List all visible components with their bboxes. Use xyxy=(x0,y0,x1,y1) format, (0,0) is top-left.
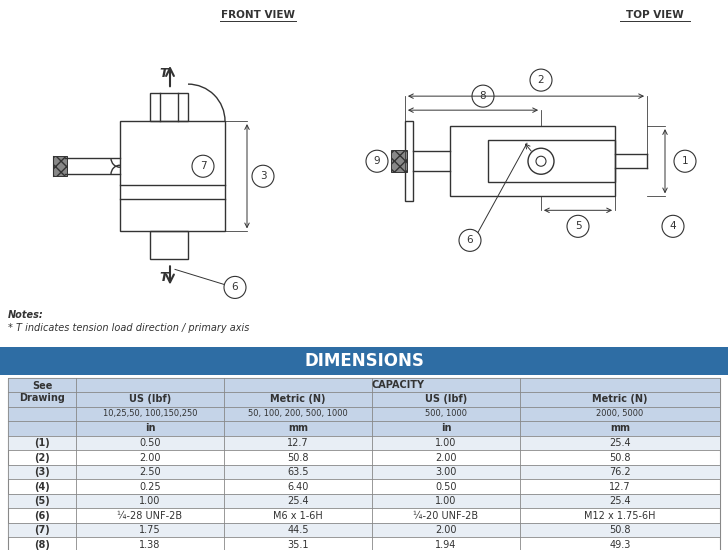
Text: M6 x 1-6H: M6 x 1-6H xyxy=(273,510,323,521)
Bar xyxy=(488,140,615,182)
Text: 1.00: 1.00 xyxy=(435,438,456,448)
Text: CAPACITY: CAPACITY xyxy=(371,380,424,390)
Text: 4: 4 xyxy=(670,221,676,232)
Text: Metric (N): Metric (N) xyxy=(270,394,325,404)
Text: 0.50: 0.50 xyxy=(139,438,161,448)
Text: 3.00: 3.00 xyxy=(435,467,456,477)
Bar xyxy=(8,421,720,436)
Text: 6: 6 xyxy=(232,282,238,293)
Text: DIMENSIONS: DIMENSIONS xyxy=(304,351,424,370)
Text: (5): (5) xyxy=(34,496,50,506)
Bar xyxy=(450,126,615,196)
Text: FRONT VIEW: FRONT VIEW xyxy=(221,10,295,20)
Text: 50.8: 50.8 xyxy=(288,453,309,463)
Text: 2: 2 xyxy=(538,75,545,85)
Text: 0.25: 0.25 xyxy=(139,482,161,492)
Text: mm: mm xyxy=(610,424,630,433)
Text: (8): (8) xyxy=(34,540,50,550)
Text: 1: 1 xyxy=(681,156,688,166)
Bar xyxy=(53,156,67,176)
Text: 63.5: 63.5 xyxy=(288,467,309,477)
Text: 8: 8 xyxy=(480,91,486,101)
Text: 25.4: 25.4 xyxy=(609,438,631,448)
Text: in: in xyxy=(440,424,451,433)
Text: Notes:: Notes: xyxy=(8,310,44,321)
Circle shape xyxy=(530,69,552,91)
Circle shape xyxy=(674,150,696,172)
Text: 12.7: 12.7 xyxy=(287,438,309,448)
Circle shape xyxy=(192,155,214,177)
Text: See
Drawing: See Drawing xyxy=(19,381,65,403)
Bar xyxy=(391,150,407,172)
Text: 3: 3 xyxy=(260,171,266,182)
Text: US (lbf): US (lbf) xyxy=(425,394,467,404)
Text: 1.75: 1.75 xyxy=(139,525,161,535)
Bar xyxy=(150,93,188,121)
Text: 50, 100, 200, 500, 1000: 50, 100, 200, 500, 1000 xyxy=(248,409,348,419)
Bar xyxy=(8,378,720,392)
Text: 5: 5 xyxy=(574,221,582,232)
Text: 6: 6 xyxy=(467,235,473,245)
Text: 76.2: 76.2 xyxy=(609,467,631,477)
Text: 35.1: 35.1 xyxy=(288,540,309,550)
Text: 49.3: 49.3 xyxy=(609,540,630,550)
Text: US (lbf): US (lbf) xyxy=(129,394,171,404)
Bar xyxy=(8,392,720,406)
Text: (4): (4) xyxy=(34,482,50,492)
Text: 2.00: 2.00 xyxy=(139,453,161,463)
Bar xyxy=(8,465,720,480)
Circle shape xyxy=(567,215,589,238)
Text: 2000, 5000: 2000, 5000 xyxy=(596,409,644,419)
Bar xyxy=(8,406,720,421)
Text: 6.40: 6.40 xyxy=(288,482,309,492)
Text: mm: mm xyxy=(288,424,308,433)
Text: ¼-28 UNF-2B: ¼-28 UNF-2B xyxy=(117,510,183,521)
Text: (6): (6) xyxy=(34,510,50,521)
Text: 1.00: 1.00 xyxy=(139,496,161,506)
Text: in: in xyxy=(145,424,155,433)
Bar xyxy=(0,346,728,375)
Text: T: T xyxy=(159,67,167,80)
Text: 1.00: 1.00 xyxy=(435,496,456,506)
Circle shape xyxy=(662,215,684,238)
Text: 25.4: 25.4 xyxy=(287,496,309,506)
Text: 50.8: 50.8 xyxy=(609,525,630,535)
Text: ¼-20 UNF-2B: ¼-20 UNF-2B xyxy=(414,510,478,521)
Text: 2.00: 2.00 xyxy=(435,453,456,463)
Bar xyxy=(8,436,720,450)
Bar xyxy=(405,121,413,201)
Bar xyxy=(8,523,720,537)
Text: M12 x 1.75-6H: M12 x 1.75-6H xyxy=(585,510,656,521)
Text: (7): (7) xyxy=(34,525,50,535)
Text: * T indicates tension load direction / primary axis: * T indicates tension load direction / p… xyxy=(8,323,250,333)
Text: 10,25,50, 100,150,250: 10,25,50, 100,150,250 xyxy=(103,409,197,419)
Text: T: T xyxy=(159,271,167,284)
Text: 12.7: 12.7 xyxy=(609,482,631,492)
Text: 0.50: 0.50 xyxy=(435,482,456,492)
Text: 1.38: 1.38 xyxy=(139,540,161,550)
Text: 44.5: 44.5 xyxy=(288,525,309,535)
Bar xyxy=(120,121,225,232)
Text: Metric (N): Metric (N) xyxy=(593,394,648,404)
Text: 500, 1000: 500, 1000 xyxy=(425,409,467,419)
Bar xyxy=(150,232,188,260)
Text: 2.50: 2.50 xyxy=(139,467,161,477)
Text: 1.94: 1.94 xyxy=(435,540,456,550)
Text: 2.00: 2.00 xyxy=(435,525,456,535)
Circle shape xyxy=(472,85,494,107)
Circle shape xyxy=(224,277,246,299)
Text: 9: 9 xyxy=(373,156,380,166)
Circle shape xyxy=(459,229,481,251)
Text: (2): (2) xyxy=(34,453,50,463)
Text: TOP VIEW: TOP VIEW xyxy=(626,10,684,20)
Circle shape xyxy=(252,165,274,187)
Text: (3): (3) xyxy=(34,467,50,477)
Text: 7: 7 xyxy=(199,161,206,171)
Text: 50.8: 50.8 xyxy=(609,453,630,463)
Circle shape xyxy=(366,150,388,172)
Text: (1): (1) xyxy=(34,438,50,448)
Bar xyxy=(8,494,720,508)
Text: 25.4: 25.4 xyxy=(609,496,631,506)
